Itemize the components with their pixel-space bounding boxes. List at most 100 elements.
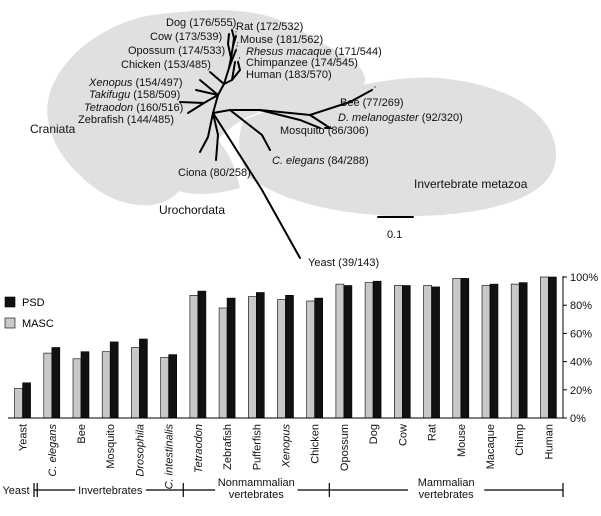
bar-psd-mouse <box>460 278 470 419</box>
leaf-mouse: Mouse (181/562) <box>240 34 323 46</box>
y-tick-label: 20% <box>570 385 592 397</box>
group-label-background <box>215 476 298 502</box>
bar-masc-cow <box>393 285 403 419</box>
bar-psd-human <box>548 276 557 419</box>
bar-psd-tetraodon <box>197 290 207 419</box>
bar-psd-mosquito <box>109 341 119 419</box>
x-tick-label-rat: Rat <box>427 424 439 441</box>
bar-psd-chicken <box>314 297 324 419</box>
bar-psd-xenopus <box>285 294 294 419</box>
x-tick-label-chimp: Chimp <box>514 424 526 456</box>
leaf-chimpanzee: Chimpanzee (174/545) <box>246 57 358 69</box>
craniata-region <box>47 10 366 206</box>
leaf-bee: Bee (77/269) <box>340 97 404 109</box>
x-tick-label-zebrafish: Zebrafish <box>222 424 234 470</box>
bar-masc-c-elegans <box>43 352 53 419</box>
leaf-rat: Rat (172/532) <box>236 21 303 33</box>
bar-psd-rat <box>431 286 440 419</box>
bar-masc-zebrafish <box>218 307 228 419</box>
y-tick-label: 100% <box>570 272 598 284</box>
clade-urochordata: Urochordata <box>159 203 225 217</box>
clade-invertebrate-metazoa: Invertebrate metazoa <box>414 177 528 191</box>
bar-masc-drosophila <box>131 347 140 419</box>
group-label-nonmammalian-vertebrates: Nonmammalian <box>218 477 295 489</box>
x-tick-label-chicken: Chicken <box>310 424 322 464</box>
legend: PSD MASC <box>4 296 54 330</box>
bar-masc-c-intestinalis <box>160 357 169 419</box>
tree-branches <box>179 29 414 259</box>
leaf-celegans: C. elegans (84/288) <box>272 155 369 167</box>
bar-psd-zebrafish <box>226 297 236 419</box>
y-ticks: 0% 20% 40% 60% 80% 100% <box>563 272 598 425</box>
leaf-human: Human (183/570) <box>246 69 332 81</box>
leaf-dmelanogaster: D. melanogaster (92/320) <box>338 112 463 124</box>
bar-masc-opossum <box>335 283 345 419</box>
bar-psd-c-intestinalis <box>168 354 177 419</box>
bar-psd-drosophila <box>139 338 148 419</box>
x-tick-label-bee: Bee <box>76 424 88 444</box>
bar-masc-chicken <box>306 300 316 419</box>
group-label-nonmammalian-vertebrates: vertebrates <box>229 489 285 501</box>
y-tick-label: 60% <box>570 328 592 340</box>
bar-psd-cow <box>401 285 411 419</box>
group-label-mammalian-vertebrates: Mammalian <box>418 477 475 489</box>
bar-masc-pufferfish <box>248 296 257 419</box>
bar-psd-bee <box>80 351 90 419</box>
group-label-mammalian-vertebrates: vertebrates <box>419 489 475 501</box>
group-label-invertebrates: Invertebrates <box>78 485 143 497</box>
legend-label-psd: PSD <box>22 297 45 309</box>
group-label-background <box>75 485 146 497</box>
legend-swatch-psd <box>4 296 16 308</box>
leaf-macaque: Rhesus macaque (171/544) <box>246 46 382 58</box>
bar-psd-pufferfish <box>255 292 265 419</box>
legend-label-masc: MASC <box>22 318 54 330</box>
group-brackets: Yeast InvertebratesNonmammalianvertebrate… <box>2 476 564 502</box>
x-tick-label-human: Human <box>543 424 555 459</box>
leaf-chicken: Chicken (153/485) <box>121 59 211 71</box>
x-tick-label-c-elegans: C. elegans <box>47 424 59 477</box>
bar-masc-rat <box>423 285 432 419</box>
bar-masc-mouse <box>452 278 462 419</box>
bar-masc-human <box>540 276 549 419</box>
tree-labels: Dog (176/555) Rat (172/532) Cow (173/539… <box>30 17 528 269</box>
bar-masc-macaque <box>481 285 491 419</box>
x-tick-label-yeast: Yeast <box>18 424 30 451</box>
x-tick-label-mouse: Mouse <box>456 424 468 457</box>
bar-masc-mosquito <box>101 351 111 419</box>
bars-layer <box>14 276 557 419</box>
y-tick-label: 40% <box>570 357 592 369</box>
x-tick-label-drosophila: Drosophila <box>134 424 146 477</box>
bar-masc-bee <box>72 358 82 419</box>
bar-psd-c-elegans <box>51 347 61 419</box>
legend-swatch-masc <box>4 317 16 329</box>
scale-bar-label: 0.1 <box>387 229 402 241</box>
group-label-background <box>408 476 485 502</box>
leaf-opossum: Opossum (174/533) <box>128 45 225 57</box>
x-tick-label-cow: Cow <box>397 424 409 446</box>
bar-psd-dog <box>372 280 382 419</box>
bar-masc-yeast <box>14 388 23 419</box>
leaf-xenopus: Xenopus (154/497) <box>88 77 183 89</box>
leaf-takifugu: Takifugu (158/509) <box>89 89 180 101</box>
leaf-yeast: Yeast (39/143) <box>308 257 379 269</box>
leaf-cow: Cow (173/539) <box>150 31 222 43</box>
urochordata-region <box>170 136 240 194</box>
leaf-mosquito: Mosquito (86/306) <box>280 125 369 137</box>
clade-craniata: Craniata <box>30 122 76 136</box>
phylogenetic-tree: Dog (176/555) Rat (172/532) Cow (173/539… <box>30 10 556 269</box>
x-tick-label-mosquito: Mosquito <box>105 424 117 469</box>
bar-psd-chimp <box>518 282 528 419</box>
leaf-ciona: Ciona (80/258) <box>178 167 251 179</box>
x-tick-label-c-intestinalis: C. intestinalis <box>164 424 176 490</box>
x-tick-label-tetraodon: Tetraodon <box>193 424 205 473</box>
leaf-dog: Dog (176/555) <box>166 17 236 29</box>
bar-chart: PSD MASC 0% 20% 40% 60% 80% 100% Yeast C. eleg… <box>2 272 598 502</box>
x-tick-label-opossum: Opossum <box>339 424 351 471</box>
bar-masc-dog <box>364 282 374 419</box>
bar-masc-xenopus <box>277 299 286 419</box>
x-tick-labels: Yeast C. elegans Bee Mosquito Drosophila C. i… <box>18 424 556 490</box>
leaf-zebrafish: Zebrafish (144/485) <box>78 114 174 126</box>
bar-psd-yeast <box>22 382 31 419</box>
tree-dotted-leaders <box>231 24 377 91</box>
y-tick-label: 0% <box>570 413 586 425</box>
